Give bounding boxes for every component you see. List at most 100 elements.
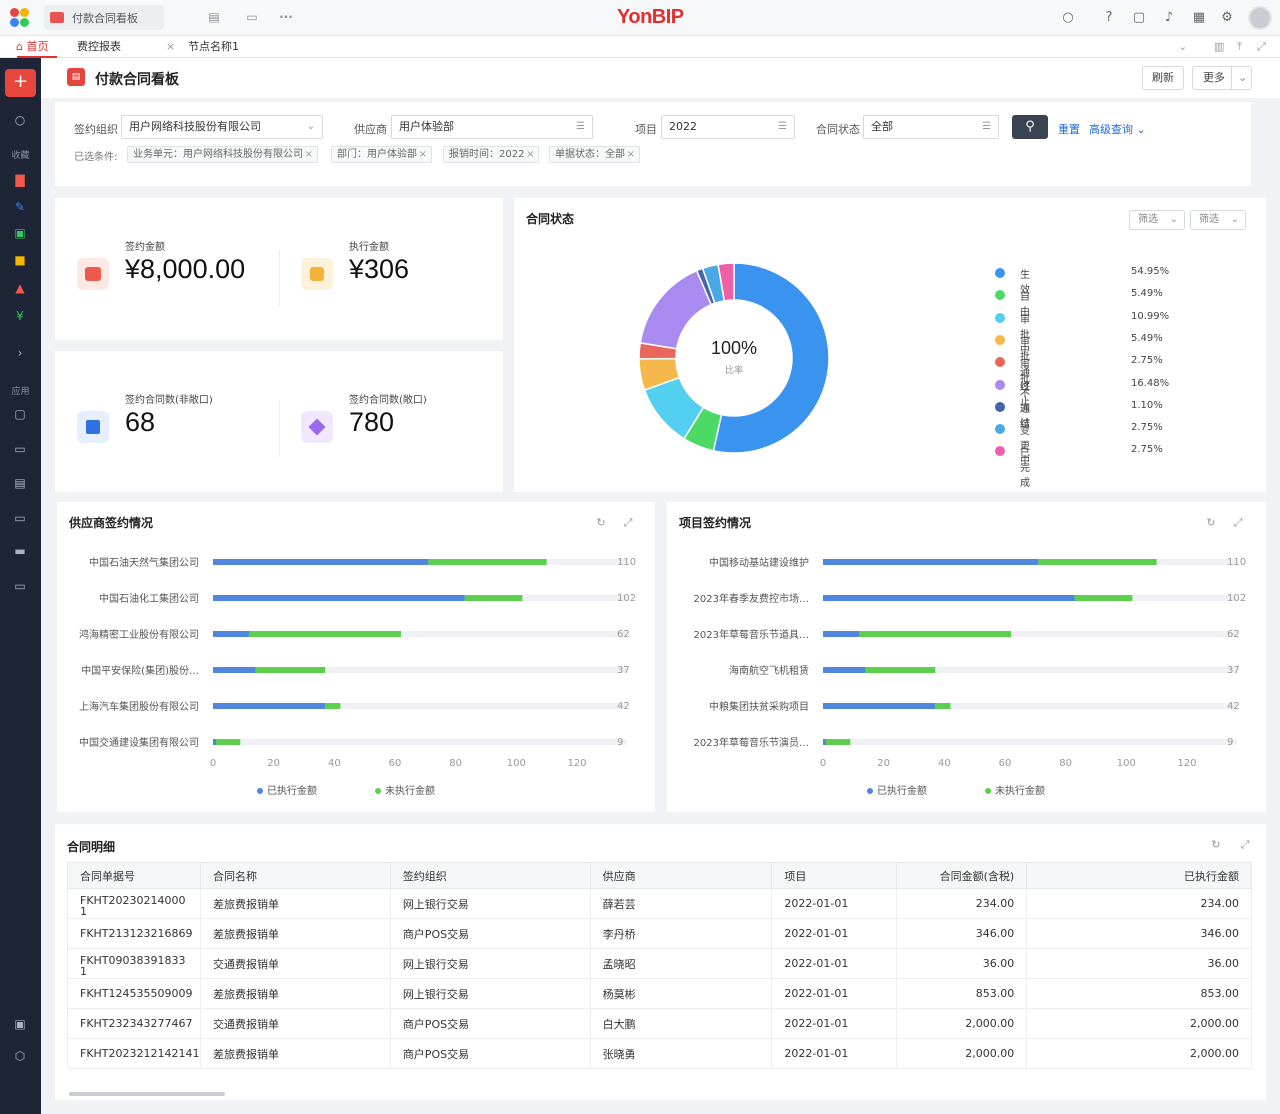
org-select[interactable]: 用户网络科技股份有限公司 ⌄ (121, 115, 323, 139)
bar-executed[interactable] (213, 559, 429, 565)
folder-icon[interactable]: ▣ (14, 1017, 26, 1031)
app-launcher-icon[interactable] (10, 8, 30, 28)
bar-pending[interactable] (464, 595, 523, 601)
bar-pending[interactable] (1038, 559, 1157, 565)
avatar[interactable] (1248, 6, 1272, 30)
donut-slice[interactable] (712, 262, 830, 454)
fullscreen-icon[interactable]: ⤢ (623, 516, 633, 529)
sheet-icon[interactable]: ▣ (14, 226, 26, 240)
bar-pending[interactable] (865, 667, 936, 673)
bar-executed[interactable] (823, 667, 866, 673)
search-icon[interactable]: ○ (14, 113, 26, 127)
close-icon[interactable]: × (526, 149, 535, 160)
close-icon[interactable]: × (626, 149, 635, 160)
condition-chip[interactable]: 报销时间：2022 × (443, 146, 540, 163)
bar-pending[interactable] (1074, 595, 1133, 601)
condition-chip[interactable]: 单据状态：全部 × (549, 146, 640, 163)
reset-link[interactable]: 重置 (1058, 123, 1080, 136)
bar-executed[interactable] (213, 703, 326, 709)
bar-pending[interactable] (428, 559, 547, 565)
search-icon[interactable]: ○ (1062, 10, 1074, 25)
table-row[interactable]: FKHT2023212142141 差旅费报销单 商户POS交易 张晓勇 2022-01… (67, 1038, 1252, 1069)
tab-expense-report[interactable]: 费控报表 (77, 40, 121, 53)
table-header[interactable]: 已执行金额 (1026, 862, 1252, 889)
window-tab[interactable]: 付款合同看板 (44, 5, 164, 30)
table-scrollbar[interactable] (69, 1092, 225, 1096)
headset-icon[interactable]: ♪ (1164, 10, 1174, 25)
table-header[interactable]: 合同单据号 (67, 862, 201, 889)
fullscreen-icon[interactable]: ⤢ (1240, 838, 1250, 851)
donut-slice[interactable] (717, 262, 735, 302)
legend-pending[interactable]: 未执行金额 (995, 784, 1045, 797)
report-icon[interactable]: ▤ (14, 476, 26, 490)
tab-close-icon[interactable]: × (166, 40, 176, 53)
fullscreen-icon[interactable]: ⤢ (1257, 40, 1266, 53)
app-box-icon[interactable]: ▢ (14, 407, 26, 421)
table-row[interactable]: FKHT20230214000 1 差旅费报销单 网上银行交易 薛若芸 2022-01-… (67, 888, 1252, 919)
bar-pending[interactable] (325, 703, 341, 709)
bar-pending[interactable] (859, 631, 1012, 637)
bar-executed[interactable] (823, 703, 936, 709)
refresh-icon[interactable]: ↻ (1211, 838, 1221, 851)
table-row[interactable]: FKHT09038391833 1 交通费报销单 网上银行交易 孟晓昭 2022-01-… (67, 948, 1252, 979)
bar-executed[interactable] (823, 595, 1075, 601)
refresh-icon[interactable]: ↻ (596, 516, 606, 529)
table-row[interactable]: FKHT232343277467 交通费报销单 商户POS交易 白大鹏 2022-01-… (67, 1008, 1252, 1039)
bar-executed[interactable] (213, 595, 465, 601)
tab-dropdown-icon[interactable]: ⌄ (1178, 40, 1188, 53)
advanced-query-link[interactable]: 高级查询 ⌄ (1089, 123, 1146, 136)
table-header[interactable]: 合同金额(含税) (896, 862, 1028, 889)
legend-executed[interactable]: 已执行金额 (267, 784, 317, 797)
close-icon[interactable]: × (418, 149, 427, 160)
calendar-icon[interactable]: ▦ (1192, 10, 1206, 25)
more-button[interactable]: 更多 ⌄ (1192, 66, 1252, 90)
table-row[interactable]: FKHT124535509009 差旅费报销单 网上银行交易 杨莫彬 2022-01-0… (67, 978, 1252, 1009)
supplier-input[interactable]: 用户体验部 ☰ (391, 115, 593, 139)
bar-pending[interactable] (249, 631, 402, 637)
printer-icon[interactable]: ▬ (14, 544, 26, 558)
chart-icon[interactable]: ▇ (15, 173, 25, 187)
table-row[interactable]: FKHT213123216869 差旅费报销单 商户POS交易 李丹桥 2022-01-… (67, 918, 1252, 949)
layout-icon[interactable]: ▤ (208, 10, 220, 24)
project-input[interactable]: 2022 ☰ (661, 115, 795, 139)
search-button[interactable]: ⚲ (1012, 115, 1048, 139)
condition-chip[interactable]: 部门：用户体验部 × (331, 146, 432, 163)
table-header[interactable]: 项目 (771, 862, 898, 889)
bar-executed[interactable] (213, 631, 250, 637)
print-icon[interactable]: ▭ (246, 10, 258, 24)
bar-executed[interactable] (823, 739, 827, 745)
monitor-icon[interactable]: ▭ (14, 442, 26, 456)
settings-icon[interactable]: ⚙ (1221, 10, 1233, 25)
status-input[interactable]: 全部 ☰ (863, 115, 999, 139)
legend-executed[interactable]: 已执行金额 (877, 784, 927, 797)
message-icon[interactable]: ▢ (1132, 10, 1146, 25)
legend-pending[interactable]: 未执行金额 (385, 784, 435, 797)
bar-pending[interactable] (255, 667, 326, 673)
close-icon[interactable]: × (304, 149, 313, 160)
table-header[interactable]: 合同名称 (199, 862, 391, 889)
bar-executed[interactable] (823, 559, 1039, 565)
refresh-icon[interactable]: ↻ (1206, 516, 1216, 529)
status-filter-select-2[interactable]: 筛选 ⌄ (1190, 210, 1246, 230)
bar-executed[interactable] (213, 667, 256, 673)
more-dots-icon[interactable]: ··· (279, 10, 293, 24)
stamp-icon[interactable]: ▲ (15, 281, 25, 295)
expand-icon[interactable]: › (17, 346, 23, 360)
refresh-button[interactable]: 刷新 (1142, 66, 1184, 90)
tab-node-1[interactable]: 节点名称1 (188, 40, 239, 53)
condition-chip[interactable]: 业务单元：用户网络科技股份有限公司 × (127, 146, 318, 163)
tab-home[interactable]: ⌂ 首页 (16, 40, 49, 53)
settings-icon[interactable]: ⬡ (14, 1049, 26, 1063)
table-header[interactable]: 签约组织 (389, 862, 591, 889)
split-view-icon[interactable]: ▥ (1214, 40, 1225, 53)
table-header[interactable]: 供应商 (589, 862, 773, 889)
bar-executed[interactable] (823, 631, 860, 637)
dashboard-icon[interactable]: ▭ (14, 579, 26, 593)
wallet-icon[interactable]: ▭ (14, 511, 26, 525)
payment-icon[interactable]: ¥ (16, 309, 24, 323)
fullscreen-icon[interactable]: ⤢ (1233, 516, 1243, 529)
edit-icon[interactable]: ✎ (14, 200, 26, 214)
bar-pending[interactable] (935, 703, 951, 709)
help-icon[interactable]: ? (1105, 10, 1113, 25)
bar-pending[interactable] (826, 739, 851, 745)
